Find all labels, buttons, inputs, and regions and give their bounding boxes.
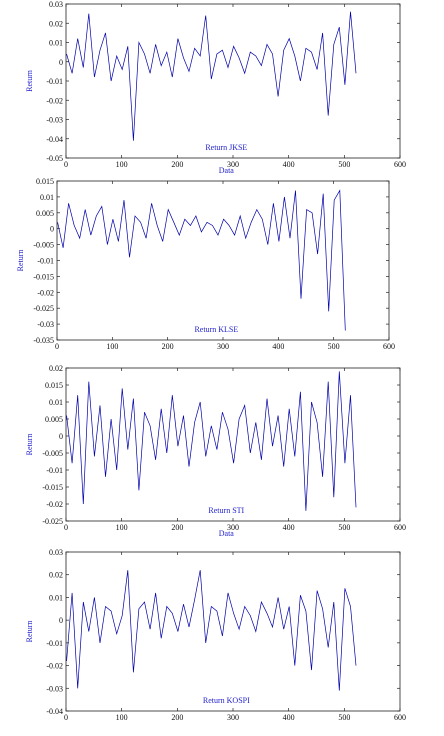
series-line-kospi	[66, 570, 357, 691]
y-tick-label: -0.05	[46, 154, 63, 163]
y-tick-label: 0.02	[49, 571, 63, 580]
x-tick-label: 300	[227, 160, 239, 169]
x-tick-label: 500	[338, 523, 350, 532]
y-tick-label: 0.015	[45, 381, 63, 390]
plot-frame	[56, 180, 390, 341]
plot-frame	[65, 367, 401, 522]
chart-kospi: 0 100 200 300 400 500 600 0.03 0.02 0.01 0 -0.01 -0.…	[25, 548, 406, 722]
x-tick-label: 600	[394, 713, 406, 722]
chart-title: Return STI	[208, 506, 244, 515]
x-tick-label: 0	[64, 713, 68, 722]
y-tick-label: -0.02	[46, 500, 63, 509]
series-line-sti	[66, 371, 357, 511]
y-tick-label: -0.03	[46, 116, 63, 125]
chart-jkse: 0 100 200 300 400 500 600 0.03 0.02 0.01 0 -0.01 -0.…	[25, 0, 406, 175]
y-tick-label: -0.025	[33, 304, 54, 313]
x-tick-label: 400	[272, 342, 284, 351]
x-tick-label: 300	[227, 523, 239, 532]
x-tick-label: 100	[116, 160, 128, 169]
y-tick-label: 0.03	[49, 548, 63, 557]
y-tick-label: -0.02	[46, 662, 63, 671]
plot-frame	[65, 3, 401, 159]
y-tick-label: 0.015	[36, 177, 54, 186]
y-tick-label: 0.02	[49, 364, 63, 373]
x-tick-label: 0	[64, 160, 68, 169]
y-tick-label: -0.01	[37, 257, 54, 266]
y-tick-label: -0.015	[33, 272, 54, 281]
y-tick-label: -0.01	[46, 639, 63, 648]
y-tick-label: 0.01	[49, 39, 63, 48]
y-tick-label: 0	[59, 432, 63, 441]
y-tick-label: 0.01	[40, 193, 54, 202]
x-tick-label: 600	[394, 160, 406, 169]
x-tick-label: 300	[227, 713, 239, 722]
x-tick-label: 100	[106, 342, 118, 351]
x-tick-label: 0	[64, 523, 68, 532]
x-tick-label: 300	[217, 342, 229, 351]
chart-title: Return KLSE	[194, 325, 238, 334]
y-tick-label: -0.005	[42, 449, 63, 458]
y-tick-label: -0.025	[42, 517, 63, 526]
series-line-klse	[57, 189, 346, 331]
chart-klse: 0 100 200 300 400 500 600 0.015 0.01 0.005 0 -0.005…	[16, 177, 395, 351]
chart-title: Return JKSE	[205, 143, 247, 152]
y-tick-label: -0.035	[33, 336, 54, 345]
y-tick-label: 0	[59, 616, 63, 625]
chart-title: Return KOSPI	[203, 696, 250, 705]
y-tick-label: 0	[50, 225, 54, 234]
x-tick-label: 200	[162, 342, 174, 351]
x-tick-label: 200	[171, 160, 183, 169]
y-tick-label: -0.005	[33, 241, 54, 250]
y-tick-label: -0.015	[42, 483, 63, 492]
x-tick-label: 200	[171, 523, 183, 532]
y-tick-label: -0.01	[46, 77, 63, 86]
x-tick-label: 200	[171, 713, 183, 722]
x-tick-label: 500	[328, 342, 340, 351]
x-tick-label: 400	[283, 713, 295, 722]
x-tick-label: 100	[116, 713, 128, 722]
x-tick-label: 0	[55, 342, 59, 351]
y-tick-label: -0.02	[37, 288, 54, 297]
y-tick-label: -0.04	[46, 707, 63, 716]
y-tick-label: -0.04	[46, 135, 63, 144]
y-tick-label: -0.01	[46, 466, 63, 475]
y-tick-label: 0.005	[36, 209, 54, 218]
x-tick-label: 100	[116, 523, 128, 532]
y-axis-label: Return	[25, 621, 34, 643]
series-line-jkse	[66, 11, 357, 141]
x-tick-label: 500	[338, 713, 350, 722]
y-tick-label: 0.005	[45, 415, 63, 424]
y-tick-label: -0.03	[37, 320, 54, 329]
x-tick-label: 400	[283, 523, 295, 532]
x-tick-label: 500	[338, 160, 350, 169]
x-axis-label: Data	[219, 166, 235, 175]
y-tick-label: 0.01	[49, 593, 63, 602]
x-tick-label: 400	[283, 160, 295, 169]
x-tick-label: 600	[394, 523, 406, 532]
y-tick-label: 0	[59, 58, 63, 67]
y-axis-label: Return	[25, 70, 34, 92]
y-tick-label: 0.02	[49, 19, 63, 28]
chart-sti: 0 100 200 300 400 500 6000.020.0150.010.0050-0…	[25, 364, 406, 538]
y-tick-label: -0.03	[46, 684, 63, 693]
y-tick-label: -0.02	[46, 96, 63, 105]
y-tick-label: 0.03	[49, 0, 63, 9]
y-axis-label: Return	[25, 434, 34, 456]
x-tick-label: 600	[383, 342, 395, 351]
y-axis-label: Return	[16, 250, 25, 272]
x-axis-label: Data	[219, 529, 235, 538]
y-tick-label: 0.01	[49, 398, 63, 407]
